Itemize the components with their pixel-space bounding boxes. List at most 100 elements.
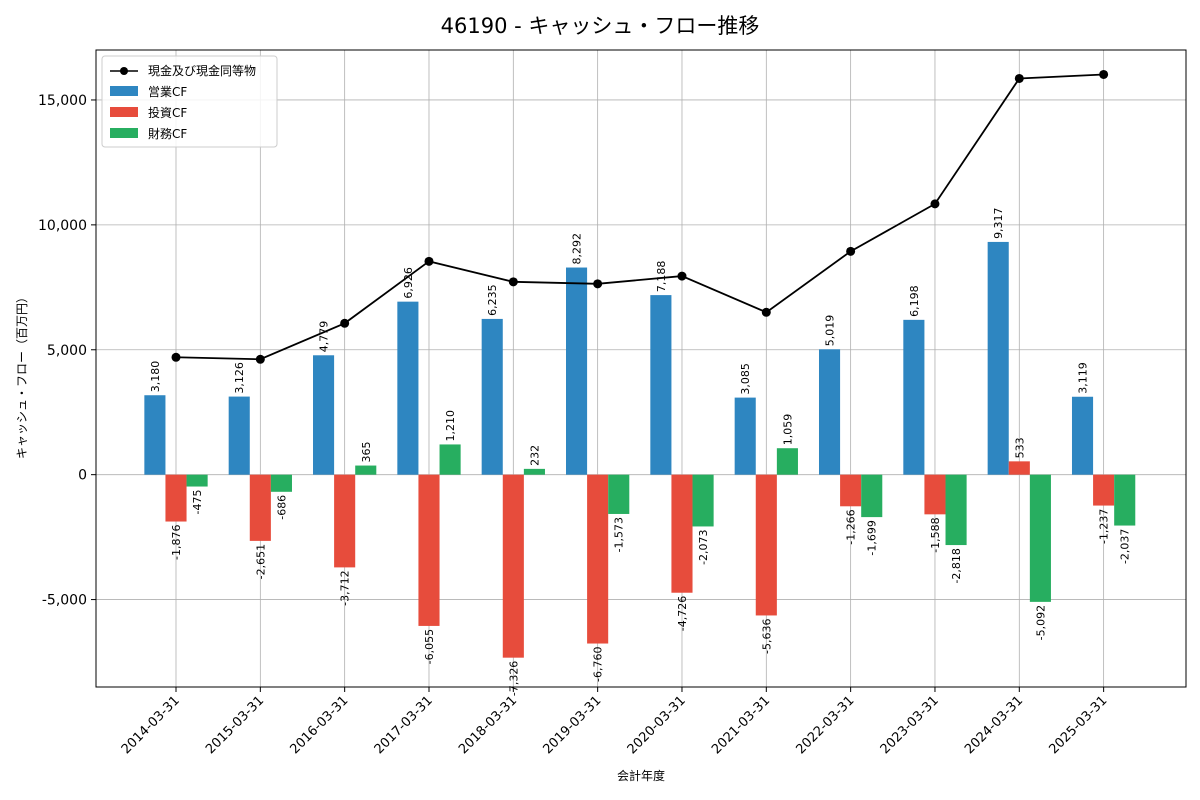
bar-value-label: -1,588 — [929, 517, 942, 552]
x-axis-label: 会計年度 — [617, 768, 665, 783]
bar-value-label: 3,126 — [233, 362, 246, 393]
bar — [165, 474, 187, 522]
cash-polyline — [175, 73, 1104, 361]
bar-value-label: -6,055 — [423, 629, 436, 664]
plot-frame — [95, 49, 1187, 688]
bar-value-label: -1,699 — [866, 520, 879, 555]
x-tick-label: 2025-03-31 — [1046, 693, 1110, 757]
y-tick-label: -5,000 — [42, 593, 87, 609]
bar — [945, 474, 967, 546]
bar — [523, 468, 545, 475]
bar-value-label: 3,085 — [739, 363, 752, 395]
cash-point — [171, 352, 181, 362]
bar-value-label: -6,760 — [592, 647, 605, 682]
chart-title: 46190 - キャッシュ・フロー推移 — [441, 14, 760, 38]
bar-value-label: -5,092 — [1034, 605, 1047, 640]
cash-point — [340, 318, 350, 328]
bar — [313, 355, 335, 475]
cash-point — [1099, 69, 1109, 79]
bar-value-label: 3,180 — [149, 361, 162, 393]
legend-label-operating: 営業CF — [148, 85, 187, 99]
bar-value-label: -1,573 — [613, 517, 626, 552]
bars — [144, 241, 1136, 658]
bar — [566, 267, 588, 475]
bar-value-label: -686 — [275, 495, 288, 520]
bar-value-label: 1,210 — [444, 410, 457, 442]
legend-swatch-financing — [110, 128, 138, 138]
bar-value-label: 7,188 — [655, 261, 668, 293]
x-tick-label: 2020-03-31 — [625, 693, 689, 757]
bar — [1008, 461, 1030, 475]
cash-point — [508, 277, 518, 287]
bar — [903, 319, 925, 475]
bar-value-label: 1,059 — [781, 414, 794, 446]
bar-value-label: -2,073 — [697, 529, 710, 564]
bar — [1093, 474, 1115, 506]
bar — [987, 241, 1009, 475]
bar — [818, 349, 841, 475]
x-tick-label: 2015-03-31 — [203, 693, 267, 757]
bar-value-label: 4,779 — [318, 321, 331, 353]
x-tick-label: 2022-03-31 — [793, 693, 857, 757]
bar-value-label: -5,636 — [760, 618, 773, 653]
bar — [734, 397, 756, 475]
bar — [671, 474, 693, 593]
bar — [608, 474, 630, 514]
bar-value-label: 365 — [360, 442, 373, 463]
legend-label-cash: 現金及び現金同等物 — [148, 63, 256, 78]
x-tick-label: 2023-03-31 — [878, 693, 942, 757]
bar-value-label: -4,726 — [676, 596, 689, 631]
cash-point — [424, 256, 434, 266]
bar — [144, 395, 166, 475]
x-tick-label: 2018-03-31 — [456, 693, 520, 757]
bar — [1114, 474, 1136, 526]
bar-value-label: -2,037 — [1119, 529, 1132, 564]
bar — [186, 474, 208, 487]
bar-value-label: -1,876 — [170, 525, 183, 560]
bar — [334, 474, 356, 568]
bar — [840, 474, 862, 507]
bar — [397, 301, 419, 475]
y-tick-label: 0 — [78, 468, 87, 484]
bar — [481, 318, 503, 475]
cash-point — [761, 307, 771, 317]
bar-value-label: 6,198 — [908, 285, 921, 317]
bar — [755, 474, 777, 616]
bar — [587, 474, 609, 644]
x-tick-label: 2024-03-31 — [962, 693, 1026, 757]
legend-line-marker — [120, 67, 128, 75]
bar — [249, 474, 271, 541]
bar-value-label: 6,235 — [486, 284, 499, 315]
x-tick-label: 2016-03-31 — [287, 693, 351, 757]
legend-box — [101, 55, 278, 148]
y-tick-label: 5,000 — [47, 343, 87, 359]
bar-value-label: 9,317 — [992, 207, 1005, 238]
bar-value-label: 533 — [1013, 437, 1026, 458]
cash-point — [255, 354, 265, 364]
bar — [861, 474, 883, 518]
cash-point — [593, 279, 603, 289]
legend-swatch-investing — [110, 107, 138, 117]
y-axis-label: キャッシュ・フロー（百万円） — [15, 291, 29, 459]
bar — [355, 465, 377, 475]
legend-label-financing: 財務CF — [148, 126, 187, 141]
bar-value-label: -1,237 — [1098, 509, 1111, 544]
y-tick-label: 10,000 — [38, 218, 87, 234]
bar-value-label: 232 — [528, 445, 541, 466]
cash-point — [677, 271, 687, 281]
bar — [650, 295, 672, 475]
bar-value-label: -2,818 — [950, 548, 963, 583]
x-axis-ticks: 2014-03-31 2015-03-31 2016-03-31 2017-03-31… — [119, 687, 1110, 757]
bar-value-label: 6,926 — [402, 267, 415, 299]
bar-value-label: -1,266 — [845, 509, 858, 544]
bar — [924, 474, 946, 515]
bar — [502, 474, 524, 658]
x-tick-label: 2017-03-31 — [372, 693, 436, 757]
bar-value-label: -475 — [191, 490, 204, 515]
bar-value-label: 8,292 — [571, 233, 584, 265]
bar — [270, 474, 292, 492]
legend-label-investing: 投資CF — [148, 105, 187, 120]
bar — [439, 444, 461, 475]
bar — [228, 396, 250, 475]
legend-swatch-operating — [110, 86, 138, 96]
